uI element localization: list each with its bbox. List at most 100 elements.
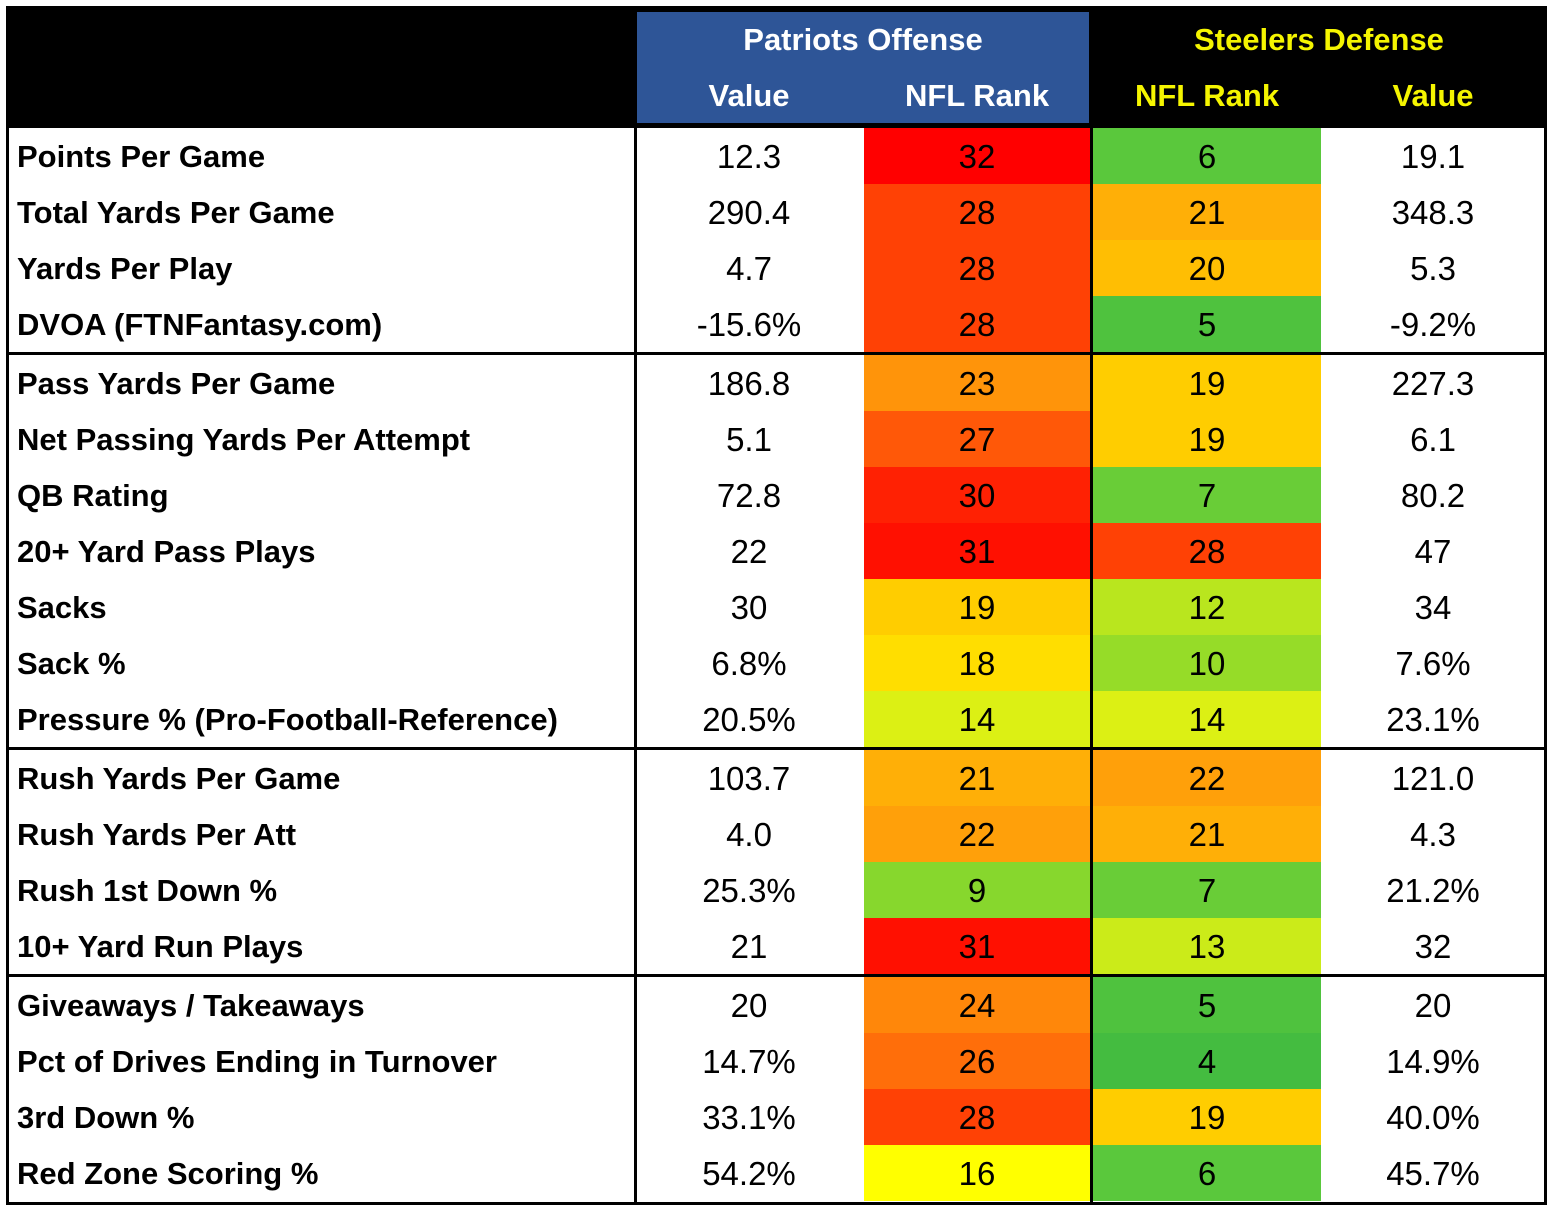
defense-rank: 28 bbox=[1093, 523, 1321, 579]
defense-title: Steelers Defense bbox=[1194, 22, 1444, 57]
defense-value: 19.1 bbox=[1400, 138, 1466, 175]
defense-value-header: Value bbox=[1392, 78, 1474, 113]
defense-value: 34 bbox=[1414, 589, 1452, 626]
defense-value: 4.3 bbox=[1410, 816, 1456, 853]
offense-value: 186.8 bbox=[707, 365, 791, 402]
offense-value: 72.8 bbox=[716, 477, 782, 514]
defense-value: 348.3 bbox=[1391, 194, 1475, 231]
stat-label: Net Passing Yards Per Attempt bbox=[17, 422, 471, 457]
defense-value: 20 bbox=[1414, 987, 1452, 1024]
table-row: 10+ Yard Run Plays 21 31 13 32 bbox=[9, 918, 1544, 974]
offense-rank: 30 bbox=[864, 467, 1090, 523]
offense-value: 21 bbox=[730, 928, 768, 965]
defense-rank: 7 bbox=[1093, 467, 1321, 523]
table-row: Net Passing Yards Per Attempt 5.1 27 19 6.1 bbox=[9, 411, 1544, 467]
group-separator bbox=[9, 747, 1544, 750]
table-row: Sack % 6.8% 18 10 7.6% bbox=[9, 635, 1544, 691]
offense-rank: 27 bbox=[864, 411, 1090, 467]
defense-rank: 12 bbox=[1093, 579, 1321, 635]
defense-rank: 19 bbox=[1093, 411, 1321, 467]
offense-rank: 32 bbox=[864, 128, 1090, 184]
defense-value: 45.7% bbox=[1386, 1155, 1480, 1192]
stat-label: 10+ Yard Run Plays bbox=[17, 929, 304, 964]
defense-value: 121.0 bbox=[1391, 760, 1475, 797]
offense-rank: 21 bbox=[864, 750, 1090, 806]
defense-rank: 19 bbox=[1093, 355, 1321, 411]
stat-label: DVOA (FTNFantasy.com) bbox=[17, 307, 383, 342]
offense-value: 4.7 bbox=[726, 250, 772, 287]
stats-table: Patriots Offense Value NFL Rank Steelers… bbox=[6, 6, 1547, 1205]
defense-value: 6.1 bbox=[1410, 421, 1456, 458]
defense-value: 227.3 bbox=[1391, 365, 1475, 402]
offense-value: 20 bbox=[730, 987, 768, 1024]
offense-value: 6.8% bbox=[711, 645, 787, 682]
offense-value: 290.4 bbox=[707, 194, 791, 231]
table-row: QB Rating 72.8 30 7 80.2 bbox=[9, 467, 1544, 523]
stat-label: 3rd Down % bbox=[17, 1100, 195, 1135]
offense-value: -15.6% bbox=[696, 306, 802, 343]
table-row: DVOA (FTNFantasy.com) -15.6% 28 5 -9.2% bbox=[9, 296, 1544, 352]
defense-rank: 21 bbox=[1093, 184, 1321, 240]
stat-label: Rush 1st Down % bbox=[17, 873, 278, 908]
table-row: Sacks 30 19 12 34 bbox=[9, 579, 1544, 635]
defense-value: -9.2% bbox=[1389, 306, 1477, 343]
defense-rank: 14 bbox=[1093, 691, 1321, 747]
stat-label: QB Rating bbox=[17, 478, 169, 513]
stat-label: Sack % bbox=[17, 646, 126, 681]
defense-rank: 13 bbox=[1093, 918, 1321, 974]
offense-value: 5.1 bbox=[726, 421, 772, 458]
table-row: Giveaways / Takeaways 20 24 5 20 bbox=[9, 977, 1544, 1033]
defense-value: 80.2 bbox=[1400, 477, 1466, 514]
offense-rank: 23 bbox=[864, 355, 1090, 411]
defense-rank: 19 bbox=[1093, 1089, 1321, 1145]
defense-rank: 5 bbox=[1093, 296, 1321, 352]
defense-rank: 7 bbox=[1093, 862, 1321, 918]
defense-rank: 4 bbox=[1093, 1033, 1321, 1089]
offense-value: 33.1% bbox=[702, 1099, 796, 1136]
offense-value: 4.0 bbox=[726, 816, 772, 853]
offense-value: 20.5% bbox=[702, 701, 796, 738]
column-divider bbox=[1090, 128, 1093, 1202]
offense-rank: 28 bbox=[864, 296, 1090, 352]
offense-rank: 19 bbox=[864, 579, 1090, 635]
table-row: Rush Yards Per Game 103.7 21 22 121.0 bbox=[9, 750, 1544, 806]
stat-label: Rush Yards Per Game bbox=[17, 761, 341, 796]
table-row: Yards Per Play 4.7 28 20 5.3 bbox=[9, 240, 1544, 296]
defense-rank: 20 bbox=[1093, 240, 1321, 296]
offense-rank: 22 bbox=[864, 806, 1090, 862]
defense-value: 32 bbox=[1414, 928, 1452, 965]
table-header: Patriots Offense Value NFL Rank Steelers… bbox=[9, 9, 1544, 128]
stat-label: Rush Yards Per Att bbox=[17, 817, 297, 852]
offense-rank: 24 bbox=[864, 977, 1090, 1033]
stat-label: 20+ Yard Pass Plays bbox=[17, 534, 316, 569]
table-row: Red Zone Scoring % 54.2% 16 6 45.7% bbox=[9, 1145, 1544, 1201]
table-row: 3rd Down % 33.1% 28 19 40.0% bbox=[9, 1089, 1544, 1145]
table-row: Total Yards Per Game 290.4 28 21 348.3 bbox=[9, 184, 1544, 240]
offense-rank: 16 bbox=[864, 1145, 1090, 1201]
table-row: Rush 1st Down % 25.3% 9 7 21.2% bbox=[9, 862, 1544, 918]
offense-value: 12.3 bbox=[716, 138, 782, 175]
offense-rank: 28 bbox=[864, 240, 1090, 296]
offense-header bbox=[637, 12, 1089, 123]
table-row: Rush Yards Per Att 4.0 22 21 4.3 bbox=[9, 806, 1544, 862]
defense-value: 21.2% bbox=[1386, 872, 1480, 909]
stat-label: Pressure % (Pro-Football-Reference) bbox=[17, 702, 558, 737]
stat-label: Red Zone Scoring % bbox=[17, 1156, 319, 1191]
defense-value: 47 bbox=[1414, 533, 1452, 570]
table-row: Pass Yards Per Game 186.8 23 19 227.3 bbox=[9, 355, 1544, 411]
offense-rank-header: NFL Rank bbox=[904, 78, 1050, 113]
offense-rank: 28 bbox=[864, 184, 1090, 240]
offense-rank: 18 bbox=[864, 635, 1090, 691]
defense-value: 14.9% bbox=[1386, 1043, 1480, 1080]
stat-label: Pct of Drives Ending in Turnover bbox=[17, 1044, 497, 1079]
stat-label: Yards Per Play bbox=[17, 251, 233, 286]
stat-label: Giveaways / Takeaways bbox=[17, 988, 365, 1023]
defense-rank: 5 bbox=[1093, 977, 1321, 1033]
defense-rank: 22 bbox=[1093, 750, 1321, 806]
offense-rank: 14 bbox=[864, 691, 1090, 747]
offense-value: 25.3% bbox=[702, 872, 796, 909]
table-row: Points Per Game 12.3 32 6 19.1 bbox=[9, 128, 1544, 184]
defense-rank: 21 bbox=[1093, 806, 1321, 862]
defense-value: 23.1% bbox=[1386, 701, 1480, 738]
offense-rank: 31 bbox=[864, 918, 1090, 974]
